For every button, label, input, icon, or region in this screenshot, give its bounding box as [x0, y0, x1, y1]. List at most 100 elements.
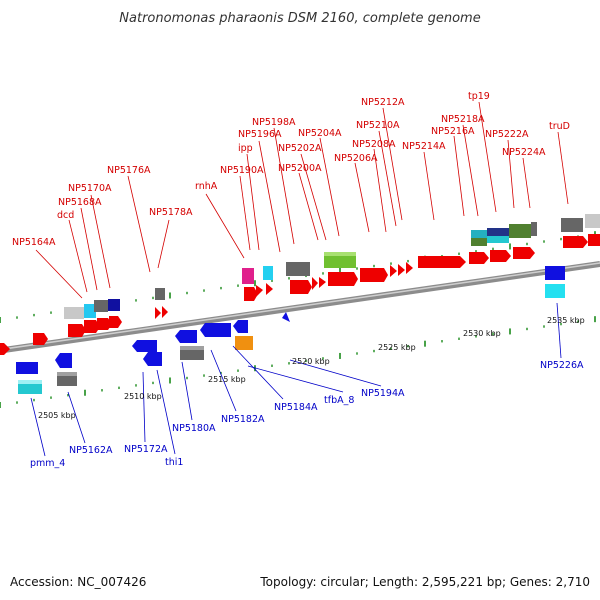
gene-arrow	[490, 250, 511, 262]
gene-label[interactable]: NP5196A	[238, 129, 282, 140]
gene-label[interactable]: NP5190A	[220, 165, 264, 176]
gene-block	[471, 238, 487, 246]
gene-arrow	[319, 277, 326, 288]
gene-label[interactable]: NP5170A	[68, 183, 112, 194]
map-title: Natronomonas pharaonis DSM 2160, complet…	[119, 11, 480, 26]
gene-label[interactable]: NP5224A	[502, 147, 546, 158]
gene-label[interactable]: NP5210A	[356, 120, 400, 131]
gene-arrow	[563, 236, 588, 248]
gene-arrow	[469, 252, 489, 264]
gene-arrow	[290, 280, 312, 294]
gene-label[interactable]: tp19	[468, 91, 490, 102]
gene-block	[545, 284, 565, 298]
gene-block	[155, 288, 165, 300]
gene-arrow	[155, 307, 161, 319]
gene-arrow	[109, 316, 122, 328]
gene-arrow	[0, 343, 10, 355]
gene-label[interactable]: thi1	[165, 457, 183, 468]
gene-arrow	[244, 287, 258, 301]
gene-label[interactable]: NP5208A	[352, 139, 396, 150]
gene-arrow	[256, 285, 263, 297]
bottom-connectors	[30, 302, 562, 457]
gene-label[interactable]: NP5172A	[124, 444, 168, 455]
gene-arrow	[175, 330, 197, 343]
gene-arrow	[513, 247, 535, 259]
gene-label[interactable]: NP5180A	[172, 423, 216, 434]
gene-arrow	[132, 340, 157, 352]
gene-arrow	[588, 234, 600, 246]
gene-arrow	[143, 352, 162, 366]
gene-block	[64, 307, 84, 319]
gene-arrow	[97, 318, 112, 330]
gene-label[interactable]: NP5162A	[69, 445, 113, 456]
gene-label[interactable]: NP5216A	[431, 126, 475, 137]
gene-label[interactable]: tfbA_8	[324, 395, 354, 406]
gene-label[interactable]: NP5198A	[252, 117, 296, 128]
gene-label[interactable]: NP5226A	[540, 360, 584, 371]
reverse-strand-genes	[16, 266, 565, 394]
gene-block	[180, 346, 204, 350]
gene-label[interactable]: NP5218A	[441, 114, 485, 125]
gene-label[interactable]: truD	[549, 121, 570, 132]
gene-block	[471, 230, 487, 238]
gene-block	[487, 228, 509, 236]
gene-block	[108, 299, 120, 311]
gene-label[interactable]: NP5178A	[149, 207, 193, 218]
gene-arrow	[328, 272, 358, 286]
gene-arrow	[282, 312, 290, 322]
gene-arrow	[33, 333, 48, 345]
scale-labels: 2505 kbp 2510 kbp 2515 kbp 2520 kbp 2525…	[38, 316, 585, 420]
scale-ticks	[0, 231, 596, 408]
gene-arrow	[418, 256, 466, 268]
gene-arrow	[68, 324, 86, 337]
gene-block	[509, 224, 531, 238]
gene-block	[84, 304, 96, 318]
gene-block	[94, 300, 108, 312]
gene-arrow	[84, 320, 100, 333]
gene-label[interactable]: NP5214A	[402, 141, 446, 152]
gene-label[interactable]: ipp	[238, 143, 253, 154]
gene-block	[286, 262, 310, 276]
accession-text: Accession: NC_007426	[10, 575, 146, 589]
gene-arrow	[390, 265, 397, 277]
scale-label: 2535 kbp	[547, 316, 585, 325]
top-connectors	[35, 101, 569, 299]
genome-backbone	[0, 261, 600, 354]
gene-label[interactable]: NP5200A	[278, 163, 322, 174]
gene-label[interactable]: NP5212A	[361, 97, 405, 108]
gene-label[interactable]: NP5164A	[12, 237, 56, 248]
gene-label[interactable]: NP5204A	[298, 128, 342, 139]
gene-label[interactable]: NP5202A	[278, 143, 322, 154]
gene-label[interactable]: NP5168A	[58, 197, 102, 208]
gene-label[interactable]: dcd	[57, 210, 74, 221]
gene-label[interactable]: NP5176A	[107, 165, 151, 176]
gene-arrow	[360, 268, 388, 282]
gene-label[interactable]: NP5222A	[485, 129, 529, 140]
gene-block	[561, 218, 583, 232]
gene-label[interactable]: NP5194A	[361, 388, 405, 399]
gene-arrow	[162, 306, 168, 318]
forward-strand-genes	[0, 214, 600, 355]
scale-label: 2525 kbp	[378, 343, 416, 352]
gene-arrow	[200, 323, 231, 337]
gene-label[interactable]: NP5206A	[334, 153, 378, 164]
bottom-gene-labels: pmm_4 NP5162A NP5172A thi1 NP5180A NP518…	[30, 360, 584, 469]
gene-block	[585, 214, 600, 228]
gene-block	[324, 252, 356, 256]
gene-arrow	[233, 320, 248, 333]
gene-label[interactable]: pmm_4	[30, 458, 65, 469]
gene-arrow	[398, 264, 405, 276]
gene-block	[263, 266, 273, 280]
gene-label[interactable]: rnhA	[195, 181, 218, 192]
gene-arrow	[266, 283, 273, 295]
gene-block	[18, 380, 42, 384]
genome-summary-text: Topology: circular; Length: 2,595,221 bp…	[259, 575, 590, 589]
gene-label[interactable]: NP5184A	[274, 402, 318, 413]
gene-label[interactable]: NP5182A	[221, 414, 265, 425]
gene-arrow	[312, 277, 318, 290]
scale-label: 2505 kbp	[38, 411, 76, 420]
gene-arrow	[55, 353, 72, 368]
gene-block	[545, 266, 565, 280]
scale-label: 2530 kbp	[463, 329, 501, 338]
